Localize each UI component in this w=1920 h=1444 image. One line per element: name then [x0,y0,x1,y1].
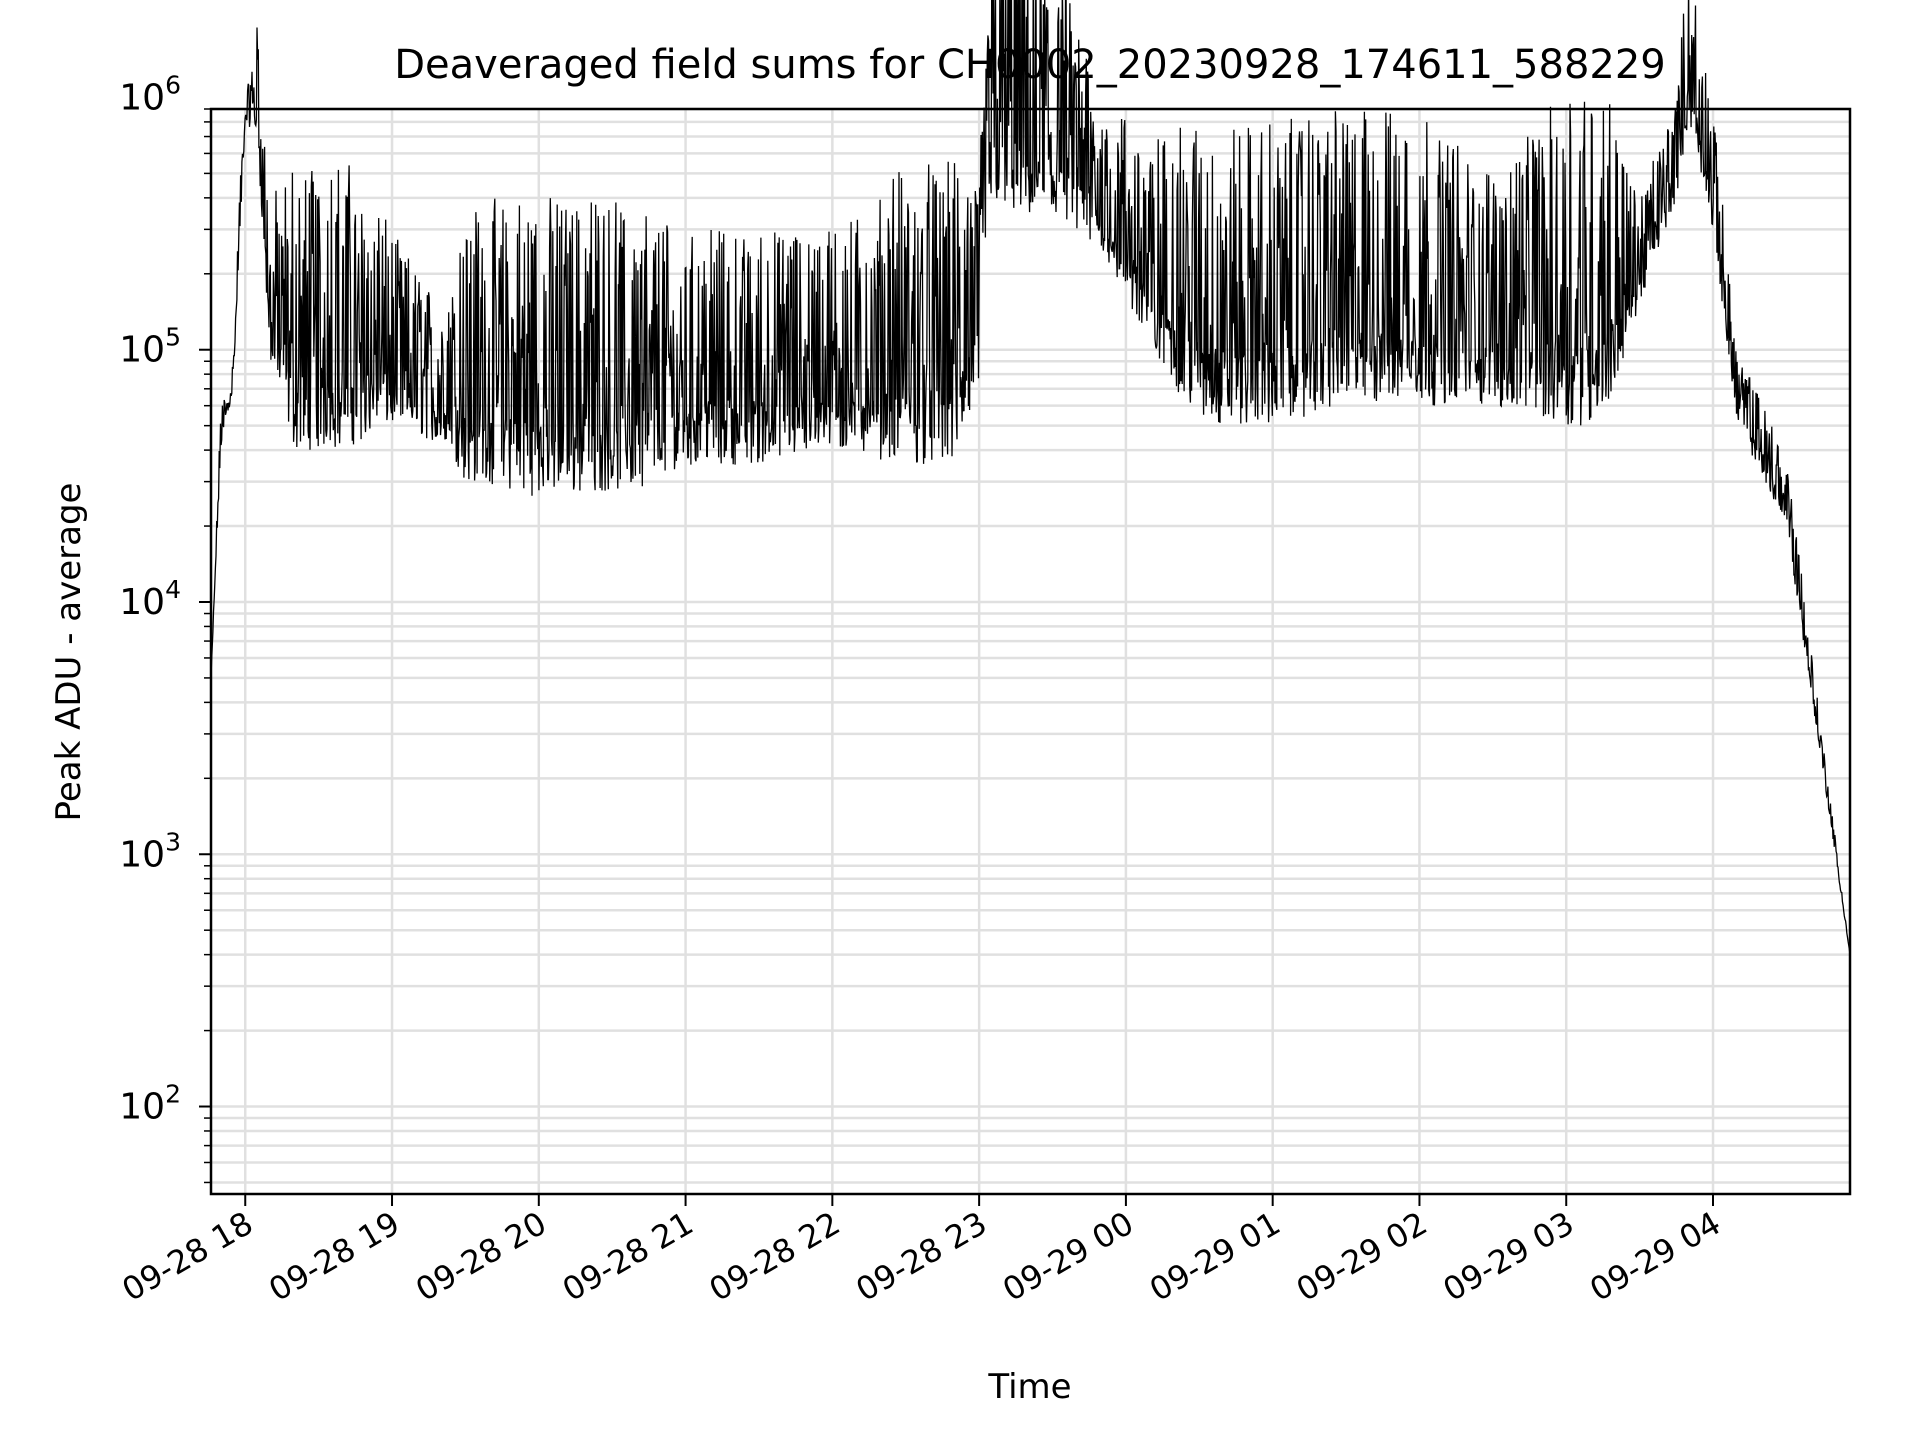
x-tick-label: 09-28 19 [262,1204,406,1309]
x-tick-label: 09-28 23 [850,1204,994,1309]
y-tick-label: 102 [119,1080,181,1128]
data-series [210,0,1851,955]
y-tick-label: 105 [119,323,181,371]
series-line [210,0,1851,955]
y-tick-label: 106 [119,70,181,118]
y-axis-label: Peak ADU - average [49,483,89,822]
x-tick-label: 09-29 02 [1290,1204,1434,1309]
x-axis-label: Time [987,1367,1071,1407]
x-tick-label: 09-29 03 [1437,1204,1581,1309]
x-tick-label: 09-29 00 [996,1204,1140,1309]
x-tick-label: 09-29 01 [1143,1204,1287,1309]
x-tick-label: 09-28 18 [116,1204,260,1309]
y-axis: 102 103 104 105 106 [119,70,211,1184]
y-tick-label: 104 [119,575,181,623]
x-tick-label: 09-29 04 [1583,1204,1727,1309]
plot-frame [209,107,1852,1196]
y-tick-label: 103 [119,827,181,875]
x-tick-label: 09-28 20 [409,1204,553,1309]
x-tick-label: 09-28 22 [703,1204,847,1309]
x-tick-label: 09-28 21 [556,1204,700,1309]
x-axis: 09-28 18 09-28 19 09-28 20 09-28 21 09-28 22… [116,1194,1727,1309]
grid-lines [211,107,1850,1194]
